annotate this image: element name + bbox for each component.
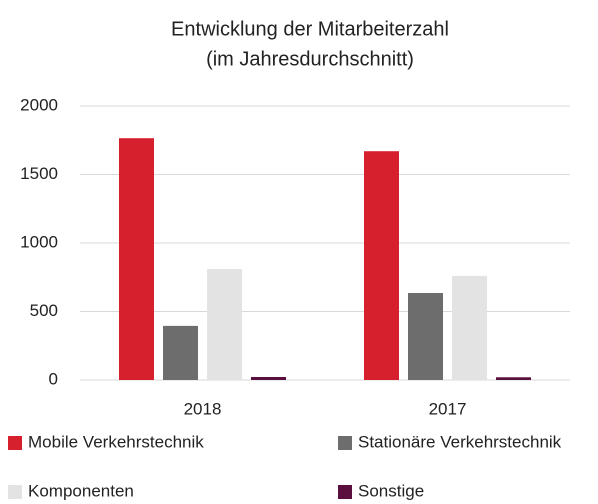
legend-swatch bbox=[338, 436, 352, 450]
bar bbox=[119, 138, 154, 380]
legend-swatch bbox=[338, 485, 352, 499]
x-tick-label: 2017 bbox=[429, 399, 467, 418]
legend-swatch bbox=[8, 436, 22, 450]
legend-label: Mobile Verkehrstechnik bbox=[28, 432, 204, 451]
y-tick-label: 1500 bbox=[20, 164, 58, 183]
y-tick-label: 0 bbox=[49, 369, 58, 388]
bar bbox=[207, 269, 242, 380]
y-tick-label: 2000 bbox=[20, 95, 58, 114]
bar bbox=[408, 293, 443, 380]
legend-label: Komponenten bbox=[28, 481, 134, 500]
legend-label: Sonstige bbox=[358, 481, 424, 500]
y-tick-label: 1000 bbox=[20, 232, 58, 251]
legend-swatch bbox=[8, 485, 22, 499]
bar bbox=[163, 325, 198, 380]
chart-title: Entwicklung der Mitarbeiterzahl bbox=[171, 18, 449, 40]
chart-subtitle: (im Jahresdurchschnitt) bbox=[206, 48, 414, 70]
bar bbox=[364, 151, 399, 380]
bar bbox=[251, 376, 286, 380]
x-tick-label: 2018 bbox=[184, 399, 222, 418]
legend-label: Stationäre Verkehrstechnik bbox=[358, 432, 562, 451]
bar bbox=[496, 377, 531, 380]
y-tick-label: 500 bbox=[30, 301, 58, 320]
bar bbox=[452, 275, 487, 380]
